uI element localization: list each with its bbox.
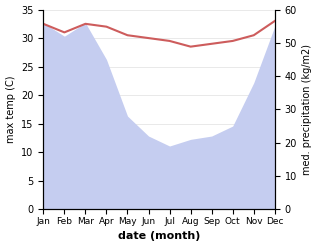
X-axis label: date (month): date (month) [118,231,200,242]
Y-axis label: med. precipitation (kg/m2): med. precipitation (kg/m2) [302,44,313,175]
Y-axis label: max temp (C): max temp (C) [5,76,16,143]
